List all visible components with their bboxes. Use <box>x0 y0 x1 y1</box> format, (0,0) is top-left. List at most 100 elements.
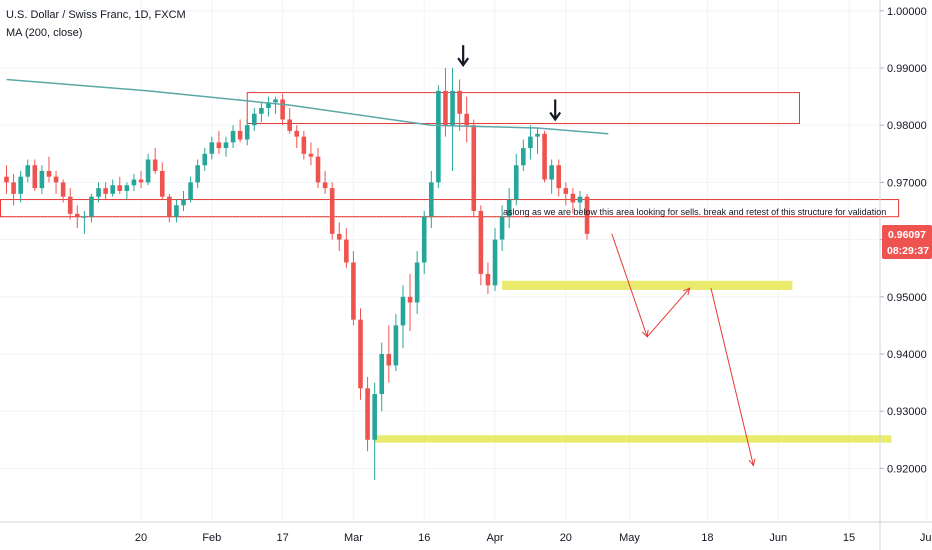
candle-body <box>188 182 193 200</box>
candle <box>75 205 80 229</box>
price-tag-countdown: 08:29:37 <box>887 245 929 257</box>
candle <box>308 142 314 166</box>
candle <box>450 68 455 171</box>
candle <box>365 376 370 452</box>
candle-body <box>542 133 547 180</box>
time-tick-label-8: 18 <box>701 532 713 544</box>
candle <box>577 190 583 211</box>
candle-body <box>577 196 583 203</box>
price-tick-label-5: 0.95000 <box>887 292 927 304</box>
candle <box>202 148 208 171</box>
time-tick-label-7: May <box>619 532 640 544</box>
candle-body <box>464 113 469 126</box>
candle <box>506 188 512 229</box>
candle <box>223 136 229 157</box>
candle <box>82 211 87 234</box>
candle-body <box>294 130 300 137</box>
candle <box>407 273 413 332</box>
candle-body <box>499 216 505 240</box>
candle-body <box>400 296 406 326</box>
candle <box>145 153 151 186</box>
candle-body <box>103 188 108 194</box>
ma-200-line <box>6 78 609 135</box>
candle <box>379 342 385 412</box>
candle-body <box>329 188 335 234</box>
candle <box>195 159 200 189</box>
candle <box>266 96 271 117</box>
candle-body <box>322 182 328 189</box>
candle <box>152 148 158 174</box>
candle <box>4 165 9 194</box>
candle <box>457 79 462 131</box>
candle-body <box>457 90 462 114</box>
candle <box>336 222 342 252</box>
drawings-layer <box>457 45 756 467</box>
candle <box>421 211 427 274</box>
candle <box>216 130 222 154</box>
support-zone-2 <box>374 435 892 443</box>
candle-body <box>443 90 448 126</box>
candle <box>301 130 307 160</box>
projection-arrowhead-1 <box>683 287 691 296</box>
candle <box>372 382 377 480</box>
candle-body <box>32 165 38 189</box>
candle-body <box>18 176 23 194</box>
projection-leg-0 <box>611 233 648 338</box>
price-tag-box <box>882 225 932 260</box>
candle <box>25 159 31 183</box>
time-tick-label-1: Feb <box>202 532 221 544</box>
candle <box>287 108 292 134</box>
price-axis[interactable]: 1.000000.990000.980000.970000.960000.950… <box>879 0 927 550</box>
candle <box>478 205 484 286</box>
time-axis[interactable]: 20 Feb 17 Mar 16 Apr 20 May 18 Jun 15 Jul <box>0 521 932 544</box>
time-tick-label-5: Apr <box>486 532 503 544</box>
candle-body <box>273 99 278 103</box>
candle-body <box>570 193 576 203</box>
candle-body <box>152 159 158 171</box>
zones-layer <box>0 92 900 443</box>
resistance-box <box>246 92 800 124</box>
legend-indicator[interactable]: MA (200, close) <box>6 27 83 39</box>
candle <box>244 119 250 146</box>
candle <box>237 119 243 143</box>
candle-body <box>11 182 16 194</box>
price-tag: 0.96097 08:29:37 <box>882 225 932 260</box>
support-zone-1 <box>502 280 793 290</box>
candle <box>131 173 137 191</box>
candle <box>329 182 335 240</box>
candle-body <box>237 130 243 140</box>
candle-body <box>117 185 123 191</box>
candle-body <box>67 196 73 214</box>
legend-symbol[interactable]: U.S. Dollar / Swiss Franc, 1D, FXCM <box>6 9 186 21</box>
candle-body <box>4 176 9 183</box>
candle-body <box>223 142 229 149</box>
candle-body <box>365 388 370 440</box>
candle-body <box>450 90 455 126</box>
candle <box>521 139 526 171</box>
down-arrow-head-1 <box>549 111 562 122</box>
candle <box>570 188 576 214</box>
price-tag-value: 0.96097 <box>888 229 926 241</box>
candle <box>60 179 66 203</box>
candle-body <box>244 125 250 140</box>
candle <box>485 262 491 294</box>
candle-body <box>421 216 427 263</box>
price-tick-label-1: 0.99000 <box>887 63 927 75</box>
candle-body <box>230 130 236 143</box>
candle-body <box>75 213 80 217</box>
price-tick-label-8: 0.92000 <box>887 463 927 475</box>
candle-body <box>393 325 399 366</box>
candle <box>39 165 45 194</box>
time-tick-label-3: Mar <box>344 532 363 544</box>
grid-lines <box>0 0 928 522</box>
candle-body <box>167 196 172 217</box>
candle-body <box>131 179 137 186</box>
candle-body <box>25 165 31 177</box>
candle-body <box>46 170 52 177</box>
candle-body <box>556 165 562 189</box>
candle-body <box>584 196 590 234</box>
candle-body <box>138 179 144 183</box>
candle-body <box>202 153 208 166</box>
candle-body <box>252 113 257 126</box>
